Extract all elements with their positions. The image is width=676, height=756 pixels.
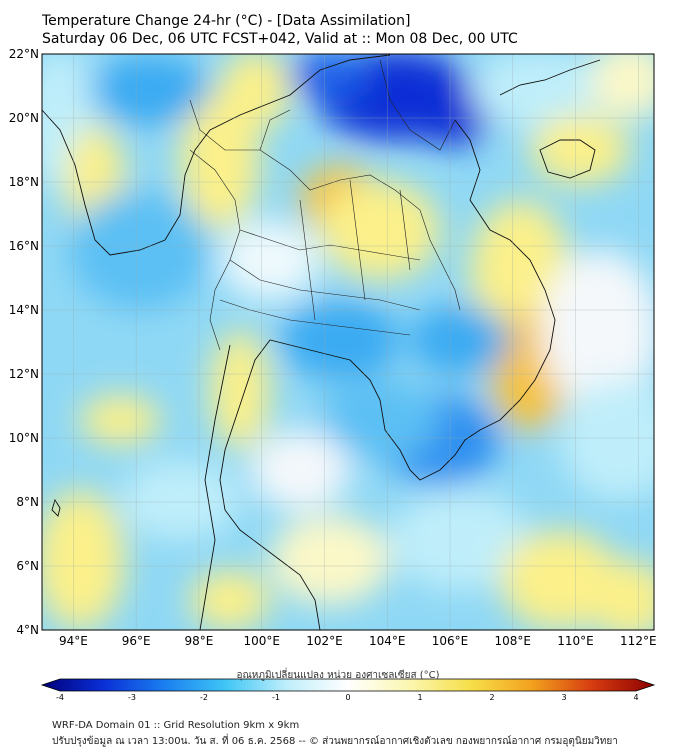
colorbar-tick: 4 <box>633 693 638 700</box>
colorbar: -4 -3 -2 -1 0 1 2 3 4 <box>40 678 656 700</box>
latitude-label: 16°N <box>9 239 39 253</box>
map-frame <box>41 53 655 631</box>
longitude-label: 94°E <box>59 634 88 648</box>
longitude-label: 106°E <box>432 634 469 648</box>
footer-credit: ปรับปรุงข้อมูล ณ เวลา 13:00น. วัน ส. ที่… <box>52 736 618 747</box>
temperature-field <box>42 54 654 630</box>
longitude-label: 108°E <box>495 634 532 648</box>
longitude-label: 104°E <box>369 634 406 648</box>
latitude-label: 14°N <box>9 303 39 317</box>
latitude-label: 18°N <box>9 175 39 189</box>
temperature-map: 22°N 20°N 18°N 16°N 14°N 12°N 10°N 8°N 6°N 4°N 94… <box>9 47 657 700</box>
longitude-label: 102°E <box>306 634 343 648</box>
latitude-label: 12°N <box>9 367 39 381</box>
colorbar-label: อุณหภูมิเปลี่ยนแปลง หน่วย องศาเซลเซียส (… <box>236 670 440 681</box>
colorbar-tick: 1 <box>417 693 422 700</box>
longitude-label: 100°E <box>243 634 280 648</box>
colorbar-tick: -3 <box>128 693 136 700</box>
colorbar-tick: 3 <box>561 693 566 700</box>
longitude-label: 98°E <box>184 634 213 648</box>
longitude-labels: 94°E 96°E 98°E 100°E 102°E 104°E 106°E 108°E 110… <box>59 634 657 648</box>
colorbar-tick: -1 <box>272 693 280 700</box>
colorbar-tick: -2 <box>200 693 208 700</box>
latitude-labels: 22°N 20°N 18°N 16°N 14°N 12°N 10°N 8°N 6°N 4°N <box>9 47 39 637</box>
latitude-label: 22°N <box>9 47 39 61</box>
longitude-label: 96°E <box>122 634 151 648</box>
latitude-label: 20°N <box>9 111 39 125</box>
latitude-label: 10°N <box>9 431 39 445</box>
footer-model-info: WRF-DA Domain 01 :: Grid Resolution 9km … <box>52 720 300 731</box>
colorbar-tick: 2 <box>489 693 494 700</box>
latitude-label: 6°N <box>16 559 39 573</box>
map-subtitle: Saturday 06 Dec, 06 UTC FCST+042, Valid … <box>42 31 518 47</box>
colorbar-tick: 0 <box>345 693 350 700</box>
coastlines <box>42 54 601 630</box>
latitude-label: 4°N <box>16 623 39 637</box>
latitude-label: 8°N <box>16 495 39 509</box>
longitude-label: 110°E <box>557 634 594 648</box>
map-title: Temperature Change 24-hr (°C) - [Data As… <box>42 13 411 29</box>
colorbar-tick: -4 <box>56 693 64 700</box>
province-borders <box>189 59 461 351</box>
longitude-label: 112°E <box>620 634 657 648</box>
